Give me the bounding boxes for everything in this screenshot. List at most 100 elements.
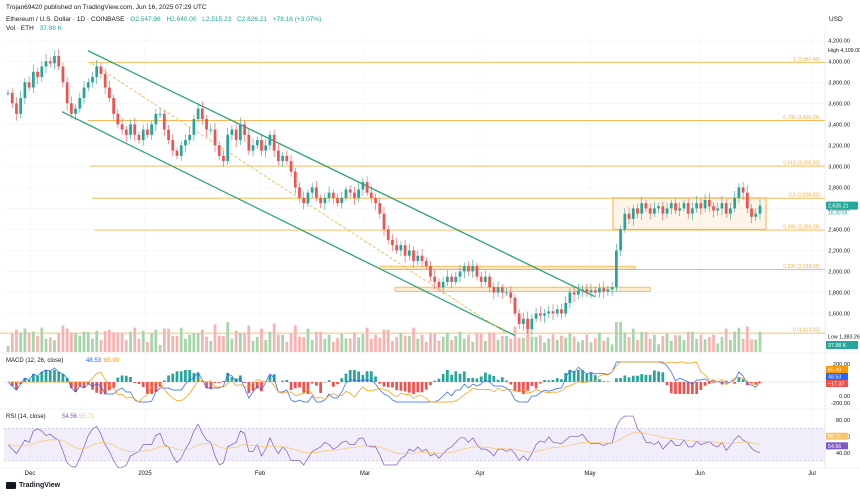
macd-histogram-bar: [179, 371, 183, 382]
candle-body: [289, 161, 293, 172]
macd-histogram-bar: [99, 382, 103, 394]
candle-body: [120, 124, 124, 130]
candle-body: [602, 288, 606, 292]
volume-bar: [505, 336, 508, 352]
macd-histogram-bar: [302, 382, 306, 393]
x-tick-label: Apr: [475, 471, 484, 477]
macd-histogram-bar: [598, 379, 601, 382]
macd-histogram-bar: [695, 382, 698, 394]
volume-bar: [277, 334, 280, 352]
volume-bar: [65, 328, 69, 352]
candle-body: [74, 108, 77, 114]
candle-body: [44, 61, 48, 67]
volume-bar: [310, 339, 314, 352]
volume-bar: [589, 342, 593, 352]
macd-histogram-bar: [348, 370, 352, 382]
macd-histogram-bar: [505, 380, 508, 382]
macd-histogram-bar: [40, 372, 44, 382]
macd-histogram-bar: [437, 378, 441, 382]
volume-bar: [353, 332, 356, 352]
candle-body: [277, 150, 280, 162]
candle-body: [589, 290, 593, 293]
macd-histogram-bar: [424, 382, 428, 390]
change-value: +78.16 (+3.07%): [272, 16, 322, 23]
volume-bar: [70, 332, 73, 352]
candle-body: [124, 129, 128, 135]
volume-bar: [598, 332, 601, 352]
candle-body: [141, 129, 145, 141]
rsi-band: [4, 428, 825, 461]
macd-histogram-bar: [162, 380, 166, 382]
channel-mid-line: [91, 63, 506, 333]
volume-bar: [10, 333, 14, 352]
volume-bar: [40, 327, 44, 352]
candle-body: [315, 187, 318, 198]
low-value: L2,515.23: [202, 16, 232, 23]
candle-body: [484, 276, 487, 282]
volume-bar: [509, 338, 513, 352]
candle-body: [712, 206, 715, 211]
volume-bar: [306, 328, 310, 352]
candle-body: [108, 87, 111, 99]
volume-bar: [255, 336, 259, 352]
volume-bar: [657, 344, 660, 352]
candle-body: [70, 103, 73, 114]
volume-bar: [44, 338, 48, 352]
volume-bar: [669, 340, 673, 352]
macd-histogram-bar: [484, 372, 487, 382]
macd-histogram-bar: [500, 377, 504, 382]
macd-histogram-bar: [374, 376, 377, 382]
volume-bar: [31, 331, 35, 352]
high-tag: High 4,109.00: [828, 48, 860, 54]
macd-value-1: 48.53: [86, 358, 102, 364]
volume-bar: [568, 333, 572, 352]
macd-histogram-bar: [454, 371, 458, 382]
rsi-tick: 40.00: [836, 451, 850, 457]
rsi-tag: 54.56: [828, 444, 841, 450]
candle-body: [593, 290, 597, 293]
volume-bar: [627, 336, 631, 352]
resistance-zone: [379, 265, 636, 270]
volume-bar: [213, 324, 217, 352]
macd-histogram-bar: [614, 378, 618, 382]
candle-body: [450, 276, 453, 282]
candle-body: [614, 250, 618, 288]
macd-tag: 65.90: [828, 368, 841, 374]
candle-body: [737, 187, 741, 198]
candle-body: [636, 208, 639, 214]
macd-histogram-bar: [247, 382, 251, 393]
candle-body: [340, 197, 344, 204]
volume-bar: [289, 333, 293, 352]
tradingview-logo[interactable]: TradingView: [6, 482, 60, 489]
volume-bar: [327, 334, 331, 352]
volume-bar: [686, 331, 690, 352]
macd-histogram-bar: [585, 374, 589, 382]
candle-body: [222, 155, 225, 162]
macd-histogram-bar: [285, 380, 289, 382]
candle-body: [695, 203, 698, 209]
volume-bar: [547, 338, 551, 352]
volume-bar: [184, 338, 187, 352]
macd-histogram-bar: [631, 375, 635, 382]
macd-histogram-bar: [602, 381, 606, 382]
volume-bar: [458, 331, 462, 352]
macd-histogram-bar: [10, 382, 14, 386]
candle-body: [302, 197, 306, 204]
volume-bar: [703, 339, 707, 352]
macd-histogram-bar: [234, 378, 238, 382]
candle-body: [369, 192, 373, 198]
candle-body: [357, 189, 361, 198]
volume-bar: [103, 331, 107, 352]
fib-level-label: 1 (3,987.46): [793, 57, 820, 63]
volume-bar: [403, 335, 407, 352]
volume-bar: [610, 344, 614, 352]
candle-body: [226, 134, 230, 162]
macd-histogram-bar: [36, 376, 39, 382]
candle-body: [175, 150, 179, 156]
volume-tag: 37.98 K: [828, 343, 847, 349]
fib-level-label: 0.382 (2,393.28): [783, 225, 820, 231]
volume-bar: [395, 336, 399, 352]
volume-bar: [243, 333, 246, 352]
candle-body: [467, 266, 470, 272]
